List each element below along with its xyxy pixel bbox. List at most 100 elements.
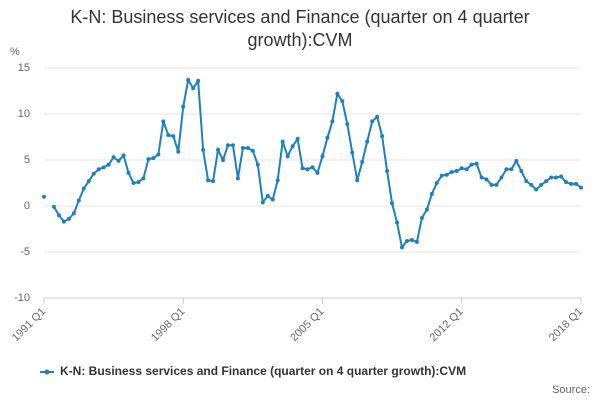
point bbox=[380, 134, 385, 139]
y-tick-label: -5 bbox=[20, 246, 30, 258]
point bbox=[131, 181, 136, 185]
point bbox=[544, 179, 549, 184]
point bbox=[519, 169, 524, 174]
point bbox=[141, 176, 146, 181]
point bbox=[186, 77, 191, 82]
point bbox=[250, 148, 255, 153]
point bbox=[509, 167, 514, 172]
point bbox=[529, 182, 534, 187]
point bbox=[285, 154, 290, 159]
series-line bbox=[53, 77, 582, 250]
point bbox=[176, 149, 181, 154]
x-tick-label: 2012 Q1 bbox=[428, 306, 466, 344]
point bbox=[146, 157, 151, 162]
point bbox=[335, 91, 340, 96]
point bbox=[116, 158, 121, 163]
point bbox=[56, 213, 61, 218]
point bbox=[106, 162, 111, 167]
point bbox=[265, 193, 270, 198]
point bbox=[549, 175, 554, 180]
point bbox=[514, 158, 519, 163]
point bbox=[330, 119, 335, 124]
point bbox=[86, 179, 91, 184]
source: Source: bbox=[552, 384, 590, 396]
point bbox=[409, 238, 414, 243]
point bbox=[390, 201, 395, 206]
point bbox=[225, 143, 230, 148]
point bbox=[66, 216, 71, 221]
point bbox=[206, 178, 211, 183]
point bbox=[51, 204, 56, 209]
y-tick-label: 10 bbox=[18, 108, 30, 120]
point bbox=[479, 175, 484, 180]
point bbox=[489, 182, 494, 187]
point bbox=[564, 180, 569, 185]
point bbox=[504, 167, 509, 172]
y-tick-label: -10 bbox=[14, 292, 30, 304]
point bbox=[156, 152, 161, 157]
point bbox=[290, 144, 295, 149]
x-tick-label: 1998 Q1 bbox=[149, 306, 187, 344]
point bbox=[305, 167, 310, 172]
point bbox=[280, 139, 285, 144]
point bbox=[385, 169, 390, 174]
point bbox=[161, 119, 166, 124]
point bbox=[260, 200, 265, 205]
point bbox=[216, 147, 221, 152]
point bbox=[345, 122, 350, 127]
point bbox=[181, 104, 186, 109]
point bbox=[191, 86, 196, 91]
point bbox=[494, 182, 499, 187]
point bbox=[126, 170, 131, 175]
point bbox=[444, 172, 449, 177]
point bbox=[255, 162, 260, 167]
point bbox=[554, 175, 559, 180]
legend-marker bbox=[44, 369, 50, 375]
point bbox=[524, 179, 529, 184]
x-tick-label: 2005 Q1 bbox=[288, 306, 326, 344]
legend-label: K-N: Business services and Finance (quar… bbox=[60, 364, 466, 378]
point bbox=[111, 155, 116, 160]
point bbox=[539, 182, 544, 187]
point bbox=[121, 153, 126, 158]
point bbox=[325, 135, 330, 140]
point bbox=[76, 198, 81, 203]
point bbox=[340, 99, 345, 104]
point bbox=[365, 139, 370, 144]
y-tick-label: 0 bbox=[24, 200, 30, 212]
point bbox=[360, 159, 365, 164]
point bbox=[464, 167, 469, 172]
point bbox=[136, 180, 141, 185]
point bbox=[395, 220, 400, 225]
point bbox=[484, 177, 489, 182]
point bbox=[434, 181, 439, 185]
point bbox=[230, 143, 235, 148]
point bbox=[499, 175, 504, 180]
x-tick-label: 1991 Q1 bbox=[10, 306, 48, 344]
point bbox=[270, 197, 275, 202]
point bbox=[300, 166, 305, 171]
y-tick-label: 5 bbox=[24, 154, 30, 166]
point bbox=[101, 165, 106, 170]
y-axis-label: % bbox=[10, 46, 20, 58]
point bbox=[166, 133, 171, 138]
point bbox=[81, 186, 86, 191]
point bbox=[350, 150, 355, 155]
point bbox=[419, 215, 424, 220]
point bbox=[375, 114, 380, 119]
point bbox=[404, 238, 409, 243]
point bbox=[474, 161, 479, 166]
point bbox=[275, 178, 280, 183]
point bbox=[42, 194, 46, 199]
point bbox=[61, 219, 66, 224]
point bbox=[71, 211, 76, 216]
chart-title: K-N: Business services and Finance (quar… bbox=[70, 7, 530, 50]
point bbox=[315, 170, 320, 175]
point bbox=[439, 173, 444, 178]
point bbox=[91, 171, 96, 176]
point bbox=[559, 174, 564, 179]
point bbox=[151, 156, 156, 161]
point bbox=[574, 181, 579, 186]
